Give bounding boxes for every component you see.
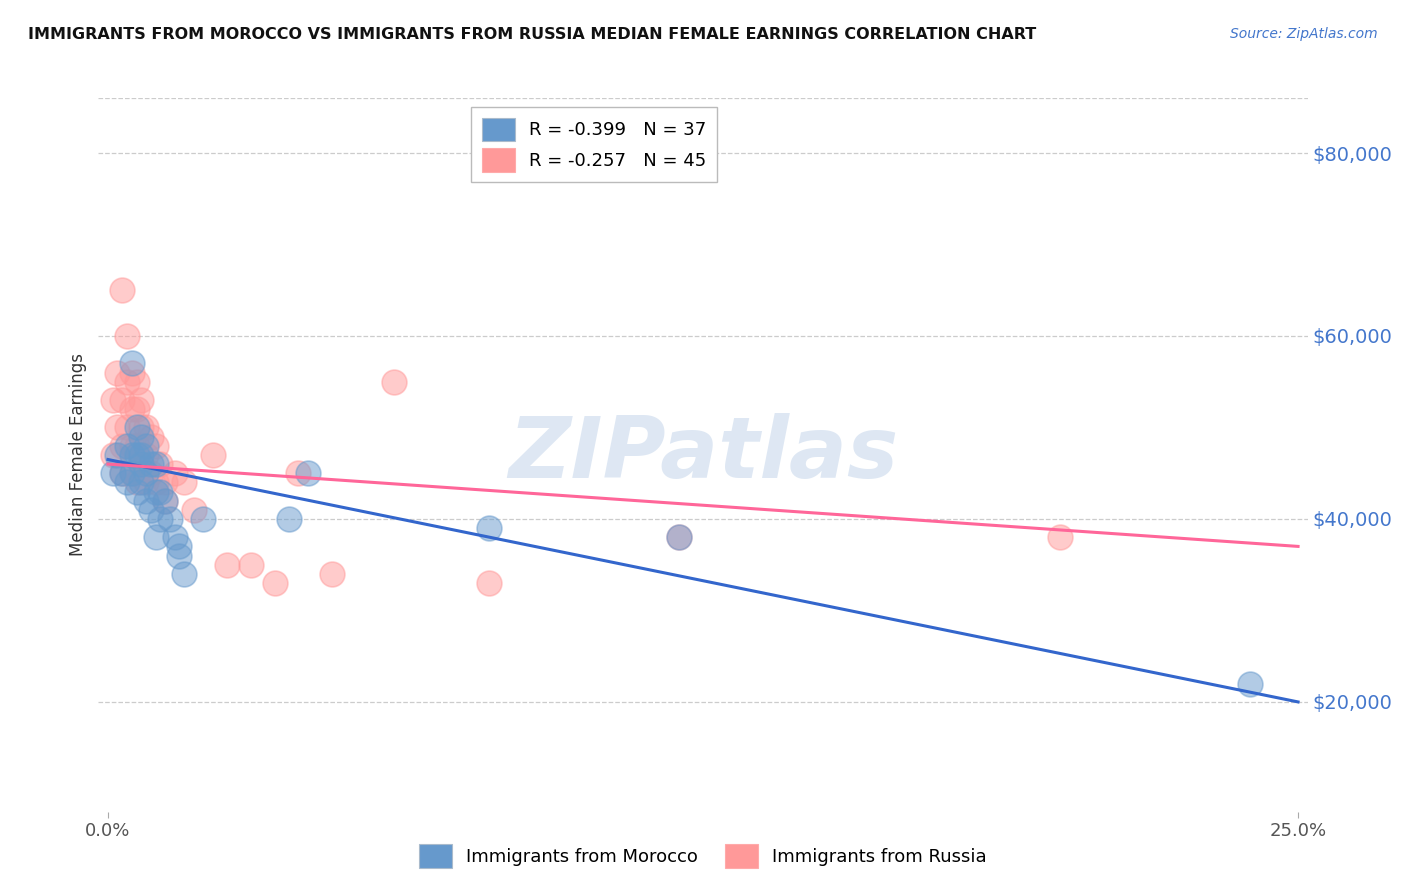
Text: ZIPatlas: ZIPatlas [508,413,898,497]
Point [121,402,143,417]
Point [125,475,148,490]
Point [1239,676,1261,690]
Point [169,540,191,554]
Point [139,467,162,481]
Point [111,467,134,481]
Point [169,549,191,563]
Point [111,283,134,297]
Point [163,530,186,544]
Point [382,375,405,389]
Point [115,375,138,389]
Point [159,512,181,526]
Point [139,457,162,471]
Point [125,402,148,417]
Point [321,566,343,581]
Point [149,512,172,526]
Point [297,467,319,481]
Point [121,467,143,481]
Point [145,457,167,471]
Point [129,448,152,462]
Point [115,420,138,434]
Point [145,530,167,544]
Point [111,392,134,407]
Point [668,530,690,544]
Point [125,439,148,453]
Point [478,521,501,535]
Point [191,512,214,526]
Point [129,457,152,471]
Point [149,484,172,499]
Point [121,366,143,380]
Point [101,467,124,481]
Point [153,493,176,508]
Point [153,493,176,508]
Point [139,503,162,517]
Point [145,439,167,453]
Text: Source: ZipAtlas.com: Source: ZipAtlas.com [1230,27,1378,41]
Point [239,558,262,572]
Point [135,493,157,508]
Point [111,439,134,453]
Point [125,484,148,499]
Point [129,392,152,407]
Point [1049,530,1071,544]
Legend: Immigrants from Morocco, Immigrants from Russia: Immigrants from Morocco, Immigrants from… [408,834,998,879]
Point [478,576,501,591]
Point [111,467,134,481]
Point [149,457,172,471]
Point [107,366,129,380]
Point [163,467,186,481]
Point [668,530,690,544]
Point [101,392,124,407]
Point [125,420,148,434]
Point [145,484,167,499]
Point [121,356,143,370]
Point [107,420,129,434]
Point [135,439,157,453]
Point [153,475,176,490]
Point [129,429,152,443]
Y-axis label: Median Female Earnings: Median Female Earnings [69,353,87,557]
Point [125,375,148,389]
Point [263,576,285,591]
Point [107,448,129,462]
Point [173,475,195,490]
Point [201,448,224,462]
Point [129,457,152,471]
Point [115,439,138,453]
Point [101,448,124,462]
Point [145,475,167,490]
Point [121,439,143,453]
Point [125,448,148,462]
Point [215,558,238,572]
Point [135,475,157,490]
Point [277,512,299,526]
Legend: R = -0.399   N = 37, R = -0.257   N = 45: R = -0.399 N = 37, R = -0.257 N = 45 [471,107,717,183]
Point [129,420,152,434]
Point [139,429,162,443]
Point [287,467,309,481]
Point [121,448,143,462]
Point [121,467,143,481]
Point [183,503,205,517]
Point [135,448,157,462]
Point [115,329,138,343]
Point [135,420,157,434]
Text: IMMIGRANTS FROM MOROCCO VS IMMIGRANTS FROM RUSSIA MEDIAN FEMALE EARNINGS CORRELA: IMMIGRANTS FROM MOROCCO VS IMMIGRANTS FR… [28,27,1036,42]
Point [173,566,195,581]
Point [129,475,152,490]
Point [115,475,138,490]
Point [135,467,157,481]
